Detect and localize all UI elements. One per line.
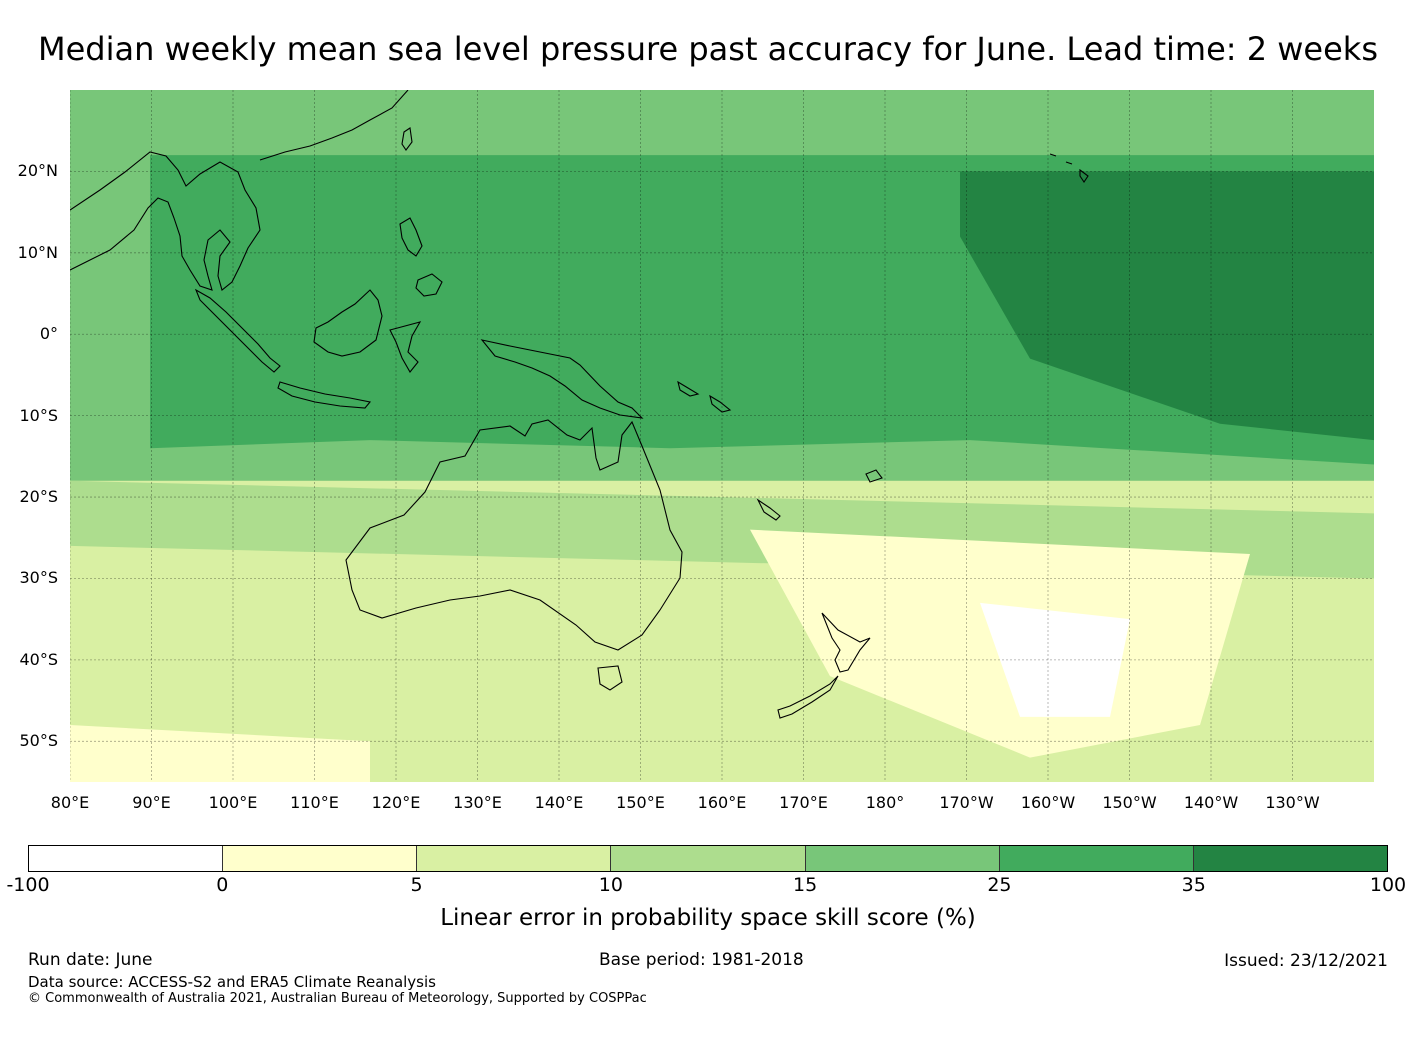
colorbar-segment (223, 846, 418, 871)
taiwan-coastline (401, 127, 413, 151)
longitude-label: 170°E (779, 793, 828, 812)
longitude-label: 160°E (697, 793, 747, 812)
skill-band-0-5-south (70, 725, 370, 782)
philippines-mindanao (415, 273, 443, 297)
colorbar-tick-label: 15 (793, 874, 818, 896)
latitude-label: 20°N (17, 161, 58, 181)
coastlines (70, 90, 1089, 719)
solomon-islands (677, 380, 700, 397)
longitude-label: 170°W (939, 793, 994, 812)
issued-date: Issued: 23/12/2021 (1224, 951, 1388, 971)
colorbar-segment (29, 846, 224, 871)
java-coastline (277, 381, 372, 409)
colorbar-segment (1193, 846, 1387, 871)
colorbar-tick-label: -100 (6, 874, 50, 896)
sumatra-coastline (194, 288, 281, 373)
longitude-label: 150°E (616, 793, 665, 812)
colorbar-segment (805, 846, 1000, 871)
new-zealand-south-island (777, 675, 839, 719)
longitude-label: 140°E (534, 793, 584, 812)
philippines-luzon (399, 217, 423, 257)
map-canvas (70, 90, 1374, 782)
longitude-label: 110°E (290, 793, 339, 812)
run-date: Run date: June (28, 950, 153, 970)
china-coastline (259, 90, 409, 161)
longitude-label: 150°W (1102, 793, 1157, 812)
southeast-asia-coastline (70, 151, 261, 291)
latitude-label: 40°S (19, 649, 58, 669)
hawaii-islands (1049, 153, 1089, 183)
borneo-coastline (313, 289, 383, 357)
new-zealand-north-island (821, 612, 871, 673)
graticule (70, 90, 1374, 782)
new-guinea-coastline (480, 339, 644, 419)
longitude-label: 100°E (208, 793, 258, 812)
colorbar-segment (417, 846, 612, 871)
australia-coastline (345, 419, 683, 651)
longitude-label: 160°W (1020, 793, 1076, 812)
colorbar-tick-label: 35 (1181, 874, 1206, 896)
colorbar (28, 845, 1388, 872)
longitude-label: 120°E (371, 793, 421, 812)
latitude-label: 50°S (19, 731, 58, 751)
longitude-label: 180° (865, 793, 905, 812)
data-source: Data source: ACCESS-S2 and ERA5 Climate … (28, 973, 436, 991)
map-title: Median weekly mean sea level pressure pa… (38, 30, 1378, 68)
longitude-label: 130°W (1265, 793, 1320, 812)
longitude-label: 140°W (1183, 793, 1239, 812)
base-period: Base period: 1981-2018 (599, 950, 804, 970)
longitude-label: 130°E (453, 793, 502, 812)
tasmania-coastline (597, 665, 623, 691)
sulawesi-coastline (389, 321, 422, 373)
colorbar-segment (999, 846, 1194, 871)
skill-band-negative (980, 602, 1130, 717)
colorbar-label: Linear error in probability space skill … (440, 905, 976, 931)
copyright: © Commonwealth of Australia 2021, Austra… (28, 991, 647, 1006)
latitude-label: 10°S (19, 405, 58, 425)
longitude-label: 80°E (50, 793, 90, 812)
colorbar-tick-label: 5 (410, 874, 423, 896)
colorbar-tick-label: 0 (216, 874, 229, 896)
longitude-label: 90°E (132, 793, 171, 812)
colorbar-tick-label: 100 (1369, 874, 1407, 896)
new-caledonia (756, 498, 781, 521)
skill-band-35-100 (960, 171, 1374, 441)
latitude-label: 0° (39, 324, 58, 344)
latitude-label: 10°N (17, 242, 58, 262)
solomon-islands-2 (709, 394, 732, 413)
colorbar-tick-label: 10 (598, 874, 623, 896)
skill-score-field (70, 90, 1374, 782)
fiji-islands (865, 469, 883, 483)
latitude-label: 20°S (19, 487, 58, 507)
skill-score-map (70, 90, 1374, 782)
colorbar-tick-label: 25 (987, 874, 1012, 896)
latitude-label: 30°S (19, 568, 58, 588)
colorbar-segment (611, 846, 806, 871)
